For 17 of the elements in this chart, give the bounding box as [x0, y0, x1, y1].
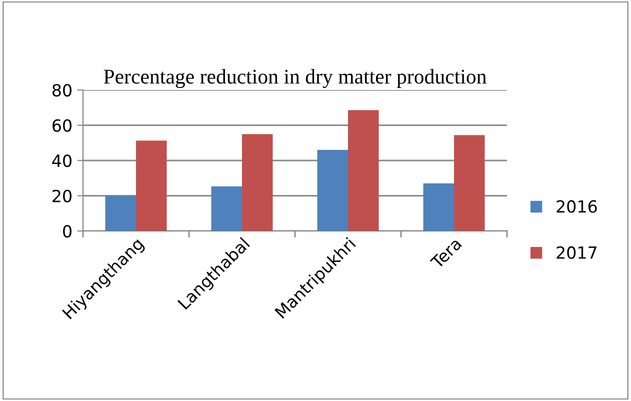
- bar: [105, 196, 136, 231]
- bar: [317, 150, 348, 231]
- bar: [348, 110, 379, 231]
- x-tick-label: Tera: [430, 237, 462, 270]
- bar: [423, 183, 454, 231]
- legend-label: 2016: [556, 200, 597, 213]
- y-tick-label: 20: [52, 190, 72, 202]
- y-tick-label: 0: [63, 224, 72, 238]
- bar: [242, 134, 273, 231]
- legend-label: 2017: [556, 246, 596, 259]
- bar: [454, 135, 485, 231]
- y-tick-label: 40: [52, 154, 72, 168]
- bar: [211, 186, 242, 231]
- y-tick-label: 60: [52, 119, 72, 132]
- bar: [136, 140, 167, 231]
- chart-title: Percentage reduction in dry matter production: [104, 69, 486, 88]
- y-tick-label: 80: [52, 84, 72, 97]
